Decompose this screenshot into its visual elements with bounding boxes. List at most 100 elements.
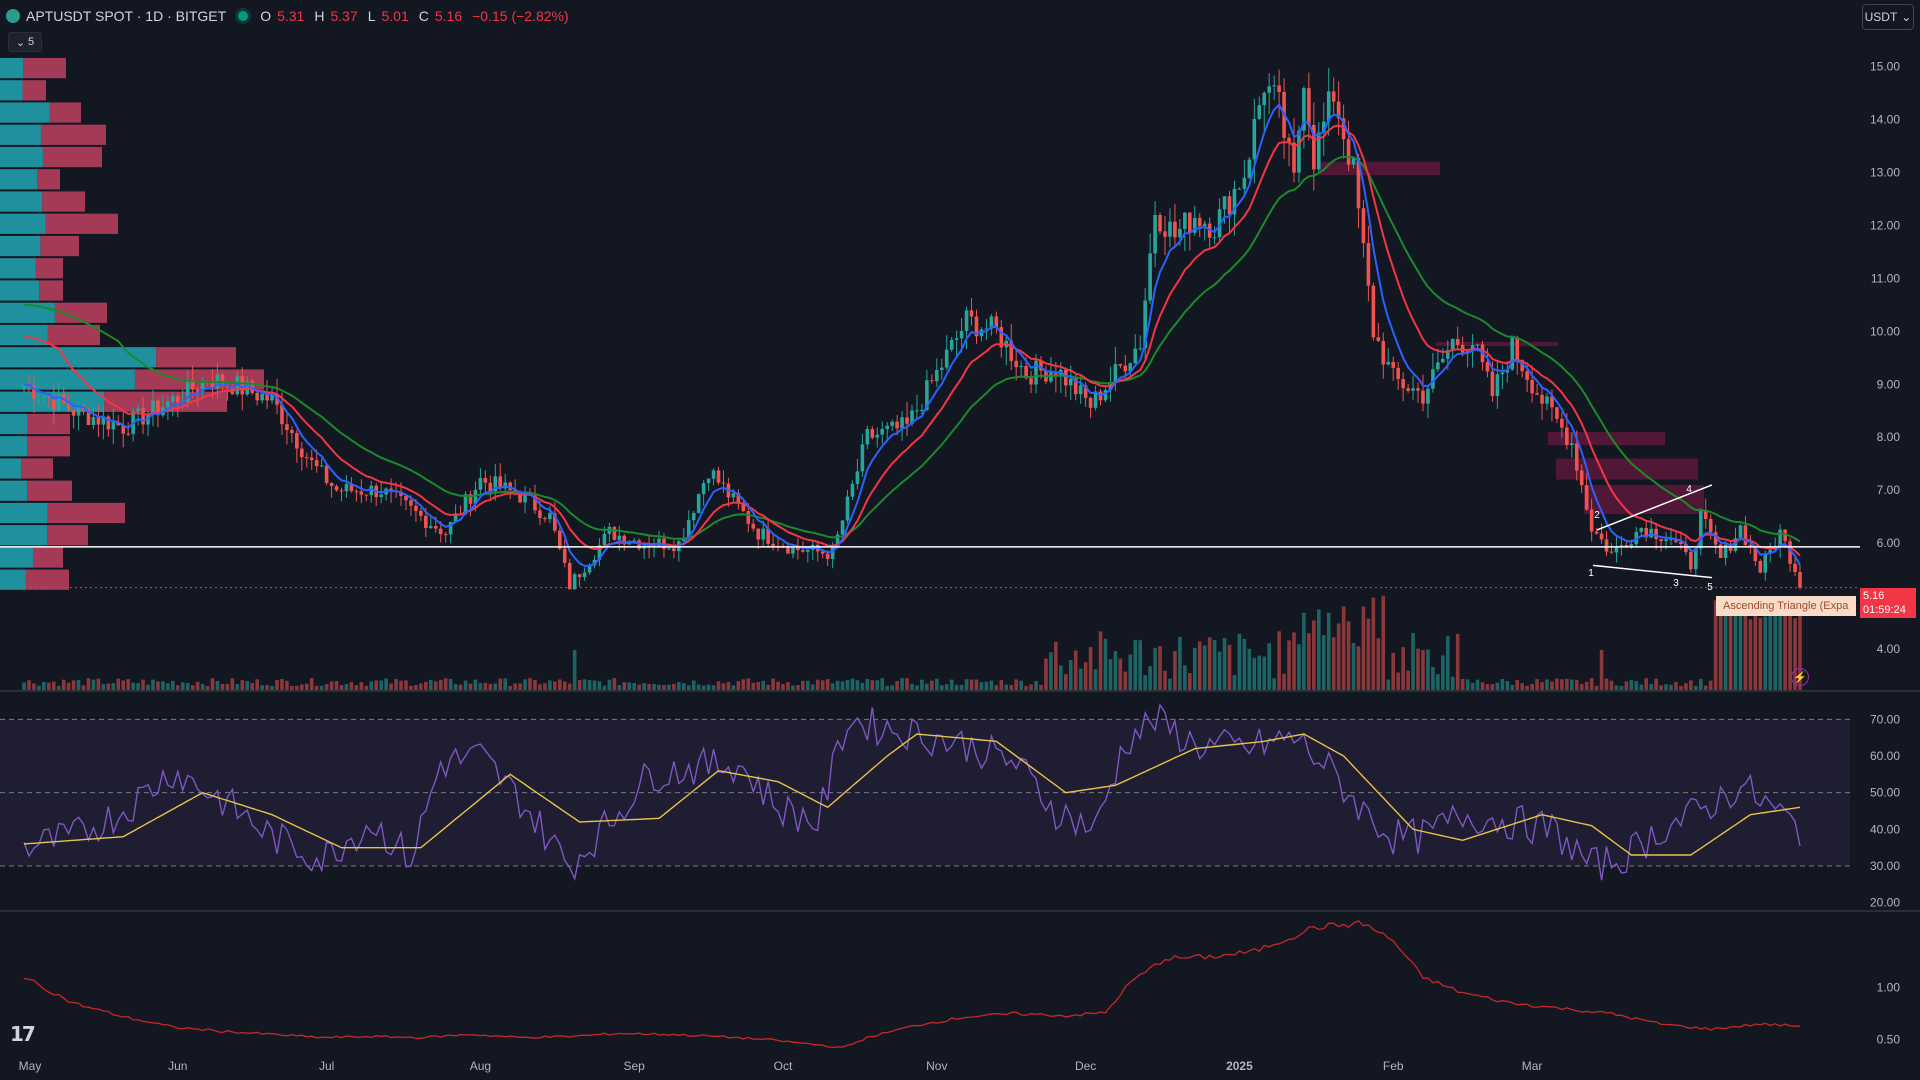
candle-body (1624, 545, 1629, 548)
volume-bar (1128, 654, 1133, 690)
volume-bar (662, 684, 666, 690)
volume-bar (51, 681, 56, 690)
tradingview-logo[interactable]: 17 (10, 1022, 36, 1046)
volume-bar (1728, 614, 1733, 690)
volume-bar (652, 684, 656, 690)
volatility-line (23, 920, 1801, 1049)
volume-bar (1073, 650, 1078, 690)
volume-bar (959, 685, 964, 690)
volume-profile-down-bar (156, 347, 236, 368)
market-status-icon (238, 11, 249, 21)
volume-bar (1093, 669, 1098, 690)
volume-profile-up-bar (0, 525, 48, 546)
time-axis-tick: 2025 (1226, 1059, 1253, 1073)
volume-bar (106, 683, 111, 690)
candle-body (175, 396, 180, 403)
volume-bar (567, 683, 572, 690)
open-value: 5.31 (277, 8, 305, 24)
time-axis-tick: Jun (168, 1059, 187, 1073)
candle-body (1664, 539, 1668, 542)
volume-bar (920, 679, 924, 690)
candle-body (944, 349, 949, 368)
candle-body (329, 482, 334, 487)
volume-bar (309, 678, 314, 690)
volume-bar (771, 678, 775, 690)
volume-bar (1569, 679, 1574, 690)
close-value: 5.16 (434, 8, 463, 24)
price-axis-tick: 12.00 (1870, 218, 1900, 232)
volume-bar (875, 680, 880, 690)
volume-bar (453, 684, 458, 690)
wave-label: 2 (1594, 510, 1600, 521)
volume-bar (424, 681, 428, 690)
candle-body (56, 394, 61, 410)
volume-bar (1138, 640, 1143, 690)
symbol-title[interactable]: APTUSDT SPOT · 1D · BITGET (26, 8, 227, 24)
pattern-label[interactable]: Ascending Triangle (Expa (1716, 596, 1856, 616)
volume-profile-down-bar (47, 324, 100, 346)
volume-bar (1321, 635, 1326, 690)
candle-body (1312, 124, 1316, 170)
candle-body (1604, 539, 1609, 552)
candle-body (190, 379, 195, 390)
price-axis-tick: 14.00 (1870, 112, 1900, 126)
volume-bar (1376, 638, 1381, 690)
candle-body (424, 515, 428, 528)
volume-bar (1674, 681, 1678, 690)
volume-bar (1560, 679, 1564, 690)
candle-body (1574, 443, 1579, 471)
candle-body (915, 410, 919, 412)
candle-body (1054, 372, 1058, 377)
volume-bar (1530, 683, 1534, 690)
volume-bar (964, 679, 969, 690)
bolt-icon[interactable]: ⚡ (1791, 668, 1809, 686)
currency-select[interactable]: USDT ⌄ (1862, 4, 1914, 30)
volume-bar (1604, 678, 1609, 690)
volume-profile-down-bar (42, 146, 102, 168)
volume-bar (1703, 685, 1708, 690)
volume-bar (498, 678, 503, 690)
volume-bar (761, 680, 765, 690)
candle-body (200, 380, 205, 392)
candle-body (96, 417, 101, 425)
volume-bar (1297, 644, 1301, 690)
volume-bar (523, 679, 527, 690)
candle-body (1416, 388, 1420, 391)
volume-bar (915, 685, 919, 690)
volume-bar (334, 681, 339, 690)
volume-bar (1698, 678, 1703, 690)
volume-bar (329, 681, 334, 690)
candle-body (1163, 231, 1167, 237)
wave-label: 1 (1588, 568, 1594, 579)
candle-body (1148, 253, 1152, 301)
candle-body (1143, 300, 1147, 349)
volume-bar (488, 684, 493, 690)
supply-zone (1436, 341, 1558, 347)
volume-bar (860, 682, 865, 690)
candle-body (111, 422, 116, 430)
candle-body (414, 505, 418, 511)
volume-bar (200, 684, 205, 690)
volume-bar (731, 685, 736, 690)
volume-profile-down-bar (49, 102, 81, 123)
volume-bar (880, 678, 885, 690)
candle-body (1421, 390, 1425, 404)
volume-bar (1708, 680, 1713, 690)
candle-body (488, 482, 493, 492)
volume-bar (1247, 648, 1252, 690)
volume-bar (37, 685, 41, 690)
time-axis-tick: May (19, 1059, 42, 1073)
volume-bar (518, 683, 522, 690)
candle-body (1093, 391, 1098, 408)
candle-body (498, 476, 503, 489)
rsi-ma-line (23, 733, 1801, 856)
candle-body (1326, 91, 1331, 122)
volume-bar (1743, 603, 1748, 690)
candle-body (1758, 561, 1763, 573)
volume-bar (696, 684, 701, 690)
indicators-collapse-button[interactable]: ⌄ 5 (8, 32, 42, 52)
volume-bar (711, 685, 716, 690)
volume-bar (364, 685, 369, 690)
volume-bar (1153, 648, 1157, 690)
